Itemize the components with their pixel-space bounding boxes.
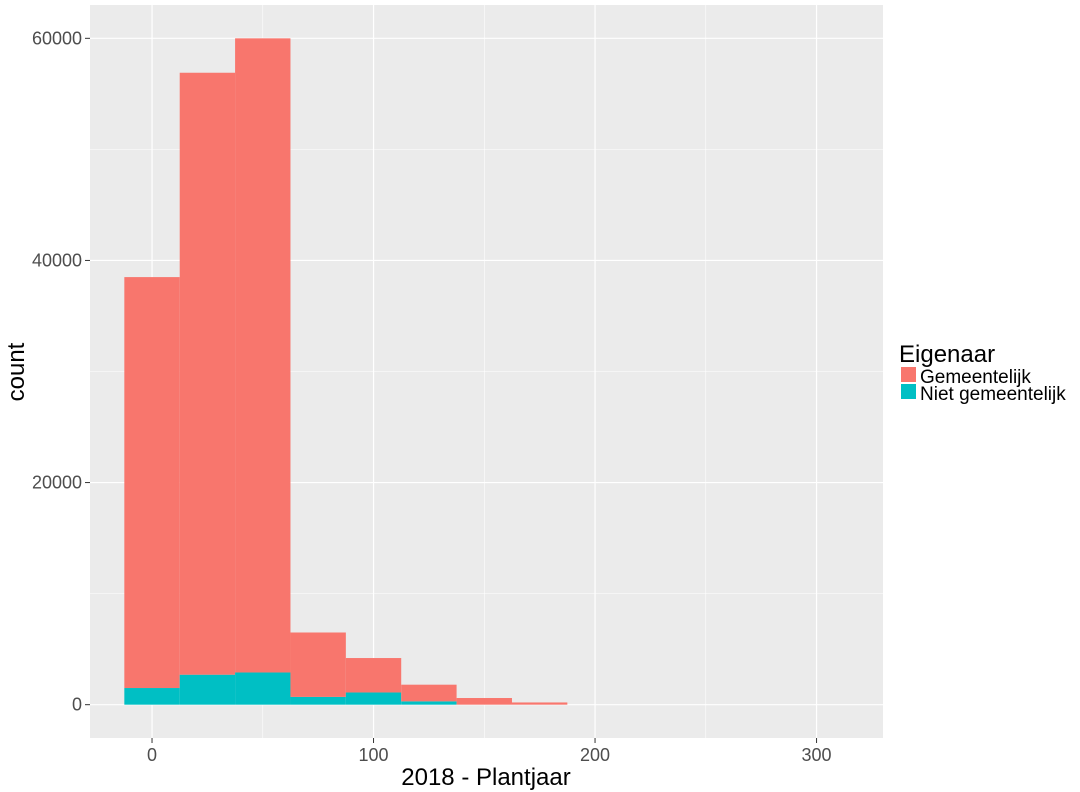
bar-niet-gemeentelijk-bin-3 <box>290 696 346 705</box>
x-tick-label: 200 <box>580 745 610 765</box>
legend-label-gemeentelijk: Gemeentelijk <box>920 367 1031 388</box>
bar-gemeentelijk-bin-3 <box>290 632 346 697</box>
bars <box>124 38 568 705</box>
legend-key-niet-gemeentelijk <box>901 384 916 399</box>
y-tick-label: 40000 <box>32 250 82 270</box>
legend: Eigenaar Gemeentelijk Niet gemeentelijk <box>899 341 1066 405</box>
x-axis-title: 2018 - Plantjaar <box>401 764 570 791</box>
bar-gemeentelijk-bin-0 <box>124 277 180 689</box>
bar-niet-gemeentelijk-bin-2 <box>235 672 291 705</box>
bar-gemeentelijk-bin-2 <box>235 38 291 673</box>
bar-gemeentelijk-bin-7 <box>511 702 568 705</box>
y-axis-title: count <box>3 342 30 401</box>
y-tick-label: 0 <box>72 695 82 715</box>
bar-gemeentelijk-bin-5 <box>401 684 457 702</box>
x-tick-label: 100 <box>359 745 389 765</box>
bar-gemeentelijk-bin-6 <box>456 698 512 705</box>
bar-gemeentelijk-bin-1 <box>179 72 236 675</box>
bar-niet-gemeentelijk-bin-0 <box>124 688 180 705</box>
y-axis-ticks: 0 20000 40000 60000 <box>32 28 90 715</box>
bar-gemeentelijk-bin-4 <box>345 658 402 693</box>
x-tick-label: 300 <box>802 745 832 765</box>
y-tick-label: 20000 <box>32 473 82 493</box>
x-axis-ticks: 0 100 200 300 <box>147 738 832 765</box>
legend-label-niet-gemeentelijk: Niet gemeentelijk <box>920 384 1066 405</box>
bar-niet-gemeentelijk-bin-5 <box>401 701 457 705</box>
bar-niet-gemeentelijk-bin-1 <box>179 674 236 705</box>
legend-key-gemeentelijk <box>901 367 916 382</box>
y-tick-label: 60000 <box>32 28 82 48</box>
bar-niet-gemeentelijk-bin-4 <box>345 692 402 705</box>
x-tick-label: 0 <box>147 745 157 765</box>
legend-title: Eigenaar <box>899 341 995 368</box>
